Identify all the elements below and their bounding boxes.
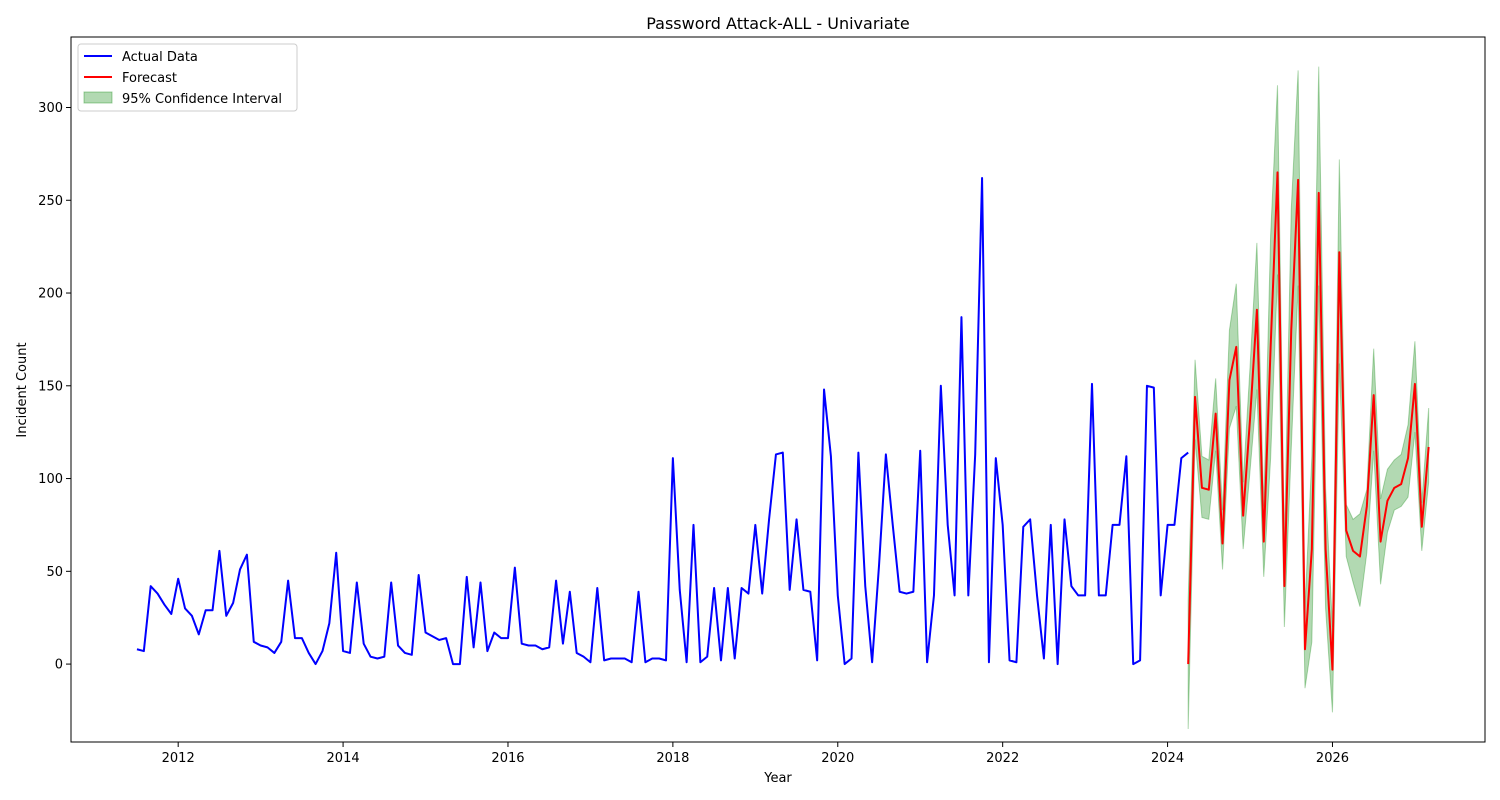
y-tick-label: 200 bbox=[38, 287, 63, 302]
x-tick-label: 2012 bbox=[162, 751, 195, 766]
forecast-line bbox=[1187, 171, 1430, 671]
x-tick-label: 2022 bbox=[986, 751, 1019, 766]
y-tick-label: 250 bbox=[38, 194, 63, 209]
legend-ci-label: 95% Confidence Interval bbox=[122, 92, 282, 107]
x-axis-label: Year bbox=[763, 771, 792, 786]
x-tick-label: 2016 bbox=[491, 751, 524, 766]
x-tick-label: 2014 bbox=[327, 751, 360, 766]
plot-frame bbox=[70, 36, 1486, 743]
x-tick-label: 2026 bbox=[1316, 751, 1349, 766]
y-tick-label: 0 bbox=[55, 658, 63, 673]
legend-actual-label: Actual Data bbox=[122, 50, 198, 65]
x-tick-label: 2018 bbox=[656, 751, 689, 766]
legend-ci-swatch bbox=[83, 91, 113, 104]
y-axis: 0 50 100 150 200 250 300 bbox=[38, 101, 71, 673]
actual-series-layer bbox=[136, 177, 1189, 666]
x-axis: 2012 2014 2016 2018 2020 2022 2024 2026 bbox=[162, 742, 1349, 766]
actual-data-line bbox=[136, 177, 1189, 666]
legend-box bbox=[77, 43, 298, 112]
y-axis-label: Incident Count bbox=[15, 342, 30, 437]
legend: Actual Data Forecast 95% Confidence Inte… bbox=[77, 43, 298, 112]
y-tick-label: 300 bbox=[38, 101, 63, 116]
y-tick-label: 150 bbox=[38, 379, 63, 394]
legend-forecast-label: Forecast bbox=[122, 71, 177, 86]
forecast-series-layer bbox=[1187, 171, 1430, 671]
plot-area bbox=[136, 66, 1430, 730]
x-tick-label: 2024 bbox=[1151, 751, 1184, 766]
y-tick-label: 100 bbox=[38, 472, 63, 487]
y-tick-label: 50 bbox=[46, 565, 63, 580]
chart-title: Password Attack-ALL - Univariate bbox=[646, 14, 910, 33]
x-tick-label: 2020 bbox=[821, 751, 854, 766]
